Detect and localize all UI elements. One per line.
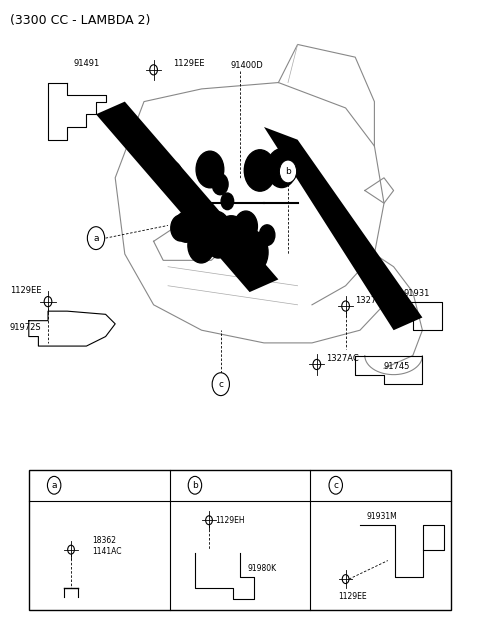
Circle shape	[267, 149, 296, 187]
Circle shape	[204, 211, 229, 244]
Text: c: c	[218, 380, 223, 389]
Polygon shape	[96, 102, 278, 292]
Circle shape	[158, 161, 183, 194]
Circle shape	[279, 160, 297, 183]
Text: 91745: 91745	[384, 363, 410, 371]
Text: 91931: 91931	[403, 290, 430, 298]
Polygon shape	[264, 127, 422, 330]
Text: 91491: 91491	[73, 59, 99, 68]
Circle shape	[235, 231, 268, 274]
Circle shape	[207, 229, 229, 258]
Circle shape	[230, 231, 245, 250]
Text: 91400D: 91400D	[230, 61, 263, 70]
Text: a: a	[51, 481, 57, 490]
Circle shape	[259, 225, 275, 245]
Text: b: b	[192, 481, 198, 490]
Text: (3300 CC - LAMBDA 2): (3300 CC - LAMBDA 2)	[10, 14, 150, 27]
Circle shape	[188, 476, 202, 494]
Text: 1129EE: 1129EE	[10, 286, 41, 295]
Circle shape	[48, 476, 61, 494]
Text: a: a	[93, 234, 99, 243]
Text: c: c	[333, 481, 338, 490]
Circle shape	[329, 476, 342, 494]
Text: b: b	[285, 167, 291, 176]
Bar	[29, 470, 451, 610]
Circle shape	[87, 227, 105, 250]
Text: 1129EH: 1129EH	[215, 516, 244, 525]
Text: 18362
1141AC: 18362 1141AC	[92, 537, 121, 556]
Text: 1129EE: 1129EE	[173, 59, 204, 68]
Text: 91931M: 91931M	[367, 512, 397, 521]
Circle shape	[212, 373, 229, 396]
Circle shape	[171, 215, 191, 241]
Circle shape	[221, 193, 234, 210]
Text: 91972S: 91972S	[10, 323, 41, 331]
Text: 1327AC: 1327AC	[326, 354, 359, 363]
Text: 91980K: 91980K	[247, 564, 276, 573]
Circle shape	[234, 211, 257, 241]
Circle shape	[212, 173, 228, 195]
Circle shape	[196, 151, 224, 188]
Circle shape	[175, 211, 198, 242]
Circle shape	[215, 216, 248, 259]
Text: 1327AC: 1327AC	[355, 296, 388, 305]
Circle shape	[188, 228, 215, 263]
Circle shape	[244, 150, 276, 191]
Text: 1129EE: 1129EE	[338, 592, 367, 601]
Circle shape	[159, 162, 176, 185]
Circle shape	[232, 231, 245, 248]
